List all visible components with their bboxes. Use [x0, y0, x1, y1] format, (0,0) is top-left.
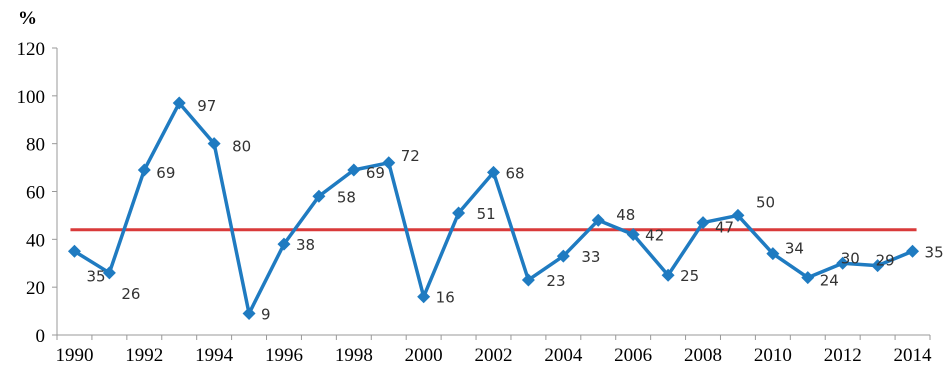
- data-point-marker: [696, 216, 710, 230]
- data-label: 50: [756, 193, 775, 211]
- y-unit-label: %: [18, 8, 37, 29]
- y-tick-label: 0: [36, 326, 46, 347]
- data-label: 80: [232, 138, 251, 156]
- data-point-marker: [836, 256, 850, 270]
- data-point-marker: [871, 259, 885, 273]
- data-label: 23: [546, 272, 565, 290]
- data-label: 97: [197, 97, 216, 115]
- data-point-marker: [242, 306, 256, 320]
- data-label: 29: [876, 252, 895, 270]
- y-tick-label: 40: [26, 230, 45, 251]
- data-point-marker: [67, 244, 81, 258]
- data-label: 33: [581, 248, 600, 266]
- y-axis: 0 20 40 60 80 100 120: [17, 39, 58, 347]
- data-point-marker: [102, 266, 116, 280]
- data-label: 38: [296, 236, 315, 254]
- data-point-marker: [137, 163, 151, 177]
- data-label: 42: [645, 227, 664, 245]
- x-tick-label: 2004: [544, 345, 583, 366]
- data-label: 69: [156, 164, 175, 182]
- data-label: 68: [506, 164, 525, 182]
- data-label: 26: [121, 285, 140, 303]
- data-point-marker: [731, 208, 745, 222]
- data-point-marker: [521, 273, 535, 287]
- data-point-marker: [801, 271, 815, 285]
- data-label: 35: [86, 267, 105, 285]
- data-label: 35: [925, 243, 944, 261]
- data-label: 72: [401, 147, 420, 165]
- data-point-marker: [172, 96, 186, 110]
- data-label: 51: [477, 205, 496, 223]
- x-tick-label: 1990: [55, 345, 93, 366]
- data-point-marker: [312, 189, 326, 203]
- y-tick-label: 120: [17, 39, 46, 60]
- data-label: 24: [820, 272, 839, 290]
- x-tick-label: 2014: [894, 345, 933, 366]
- x-tick-label: 2012: [824, 345, 862, 366]
- data-label: 34: [785, 240, 804, 258]
- data-point-marker: [452, 206, 466, 220]
- x-tick-label: 1994: [195, 345, 234, 366]
- y-tick-label: 80: [26, 135, 45, 156]
- data-label: 9: [261, 305, 271, 323]
- data-point-marker: [591, 213, 605, 227]
- data-label: 30: [841, 249, 860, 267]
- data-point-marker: [382, 156, 396, 170]
- data-point-marker: [487, 165, 500, 179]
- x-tick-label: 2002: [475, 345, 513, 366]
- x-tick-label: 2006: [614, 345, 652, 366]
- x-axis: 1990 1992 1994 1996 1998 2000 2002 2004 2006 2008…: [55, 334, 933, 366]
- data-label: 48: [616, 206, 635, 224]
- data-label: 25: [680, 267, 699, 285]
- data-point-marker: [347, 163, 361, 177]
- data-label: 16: [436, 289, 455, 307]
- x-tick-label: 2008: [684, 345, 722, 366]
- x-tick-label: 1996: [265, 345, 303, 366]
- data-point-marker: [207, 137, 221, 151]
- data-label: 69: [366, 164, 385, 182]
- y-tick-label: 20: [26, 278, 45, 299]
- data-point-marker: [766, 247, 780, 261]
- data-point-marker: [417, 290, 431, 304]
- series-group: [67, 96, 920, 320]
- x-tick-label: 2010: [754, 345, 792, 366]
- data-point-marker: [661, 268, 675, 282]
- data-point-marker: [556, 249, 570, 263]
- data-label: 47: [715, 219, 734, 237]
- data-point-marker: [626, 228, 640, 242]
- x-tick-label: 1998: [335, 345, 373, 366]
- x-tick-label: 1992: [125, 345, 163, 366]
- data-point-marker: [906, 244, 920, 258]
- data-labels-group: 35 26 69 97 80 9 38 58 69 72 16 51 68 23 33 48 42 25 47 50 3…: [86, 97, 943, 323]
- data-label: 58: [337, 188, 356, 206]
- data-point-marker: [277, 237, 291, 251]
- y-tick-label: 100: [17, 87, 46, 108]
- x-tick-label: 2000: [405, 345, 443, 366]
- y-tick-label: 60: [26, 183, 45, 204]
